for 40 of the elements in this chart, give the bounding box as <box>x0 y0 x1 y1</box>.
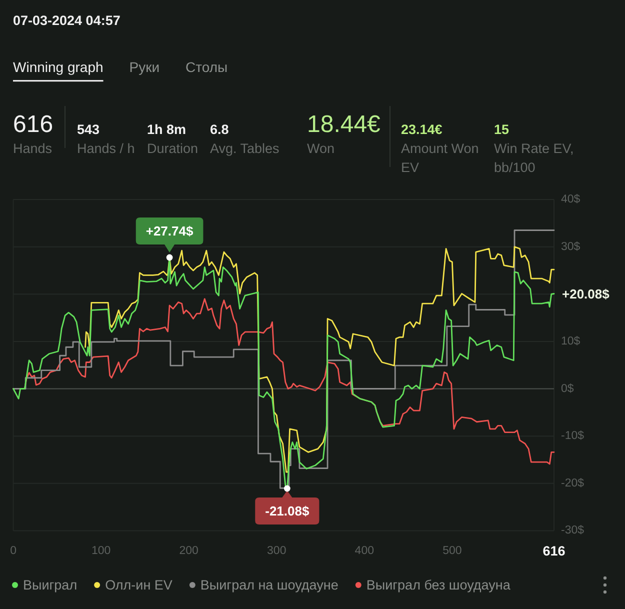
y-tick-label: -20$ <box>561 477 585 490</box>
text: Duration <box>147 141 198 156</box>
line-series <box>84 246 555 473</box>
x-tick-label: 0 <box>10 545 17 557</box>
legend-label: Выиграл на шоудауне <box>200 578 338 592</box>
legend-label: Выиграл <box>23 578 78 592</box>
text: 15 <box>494 122 510 137</box>
text: 23.14€ <box>401 122 443 137</box>
x-tick-label: 616 <box>542 544 566 558</box>
text: Столы <box>186 59 228 75</box>
y-tick-label: 40$ <box>561 194 581 206</box>
annotation: -21.08$ <box>265 503 310 518</box>
annotation: +20.08$ <box>562 286 610 302</box>
x-tick-label: 500 <box>442 545 462 557</box>
text: Hands <box>13 141 52 156</box>
text: Amount Won EV <box>401 141 479 175</box>
y-tick-label: 10$ <box>561 335 581 348</box>
x-tick-label: 400 <box>354 545 374 557</box>
text: Winning graph <box>13 59 104 75</box>
text: Win Rate EV, bb/100 <box>494 141 574 175</box>
y-tick-label: -30$ <box>561 524 585 537</box>
annotation: +27.74$ <box>146 224 194 239</box>
x-tick-label: 200 <box>179 545 198 557</box>
y-tick-label: -10$ <box>561 430 585 442</box>
text: Avg. Tables <box>210 141 280 156</box>
y-tick-label: 30$ <box>561 240 581 253</box>
text: 616 <box>13 111 54 138</box>
text: 1h 8m <box>147 122 186 137</box>
text: 543 <box>77 122 100 137</box>
text: Руки <box>129 59 160 75</box>
legend-label: Олл-ин EV <box>105 578 172 592</box>
chart-title: 07-03-2024 04:57 <box>13 13 120 28</box>
x-tick-label: 300 <box>267 545 286 557</box>
y-tick-label: 0$ <box>561 382 574 395</box>
x-tick-label: 100 <box>91 545 111 557</box>
text: 6.8 <box>210 122 230 137</box>
text: Hands / h <box>77 141 135 156</box>
legend-label: Выиграл без шоудауна <box>366 578 511 592</box>
text: 18.44€ <box>307 111 382 138</box>
text: Won <box>307 141 335 156</box>
